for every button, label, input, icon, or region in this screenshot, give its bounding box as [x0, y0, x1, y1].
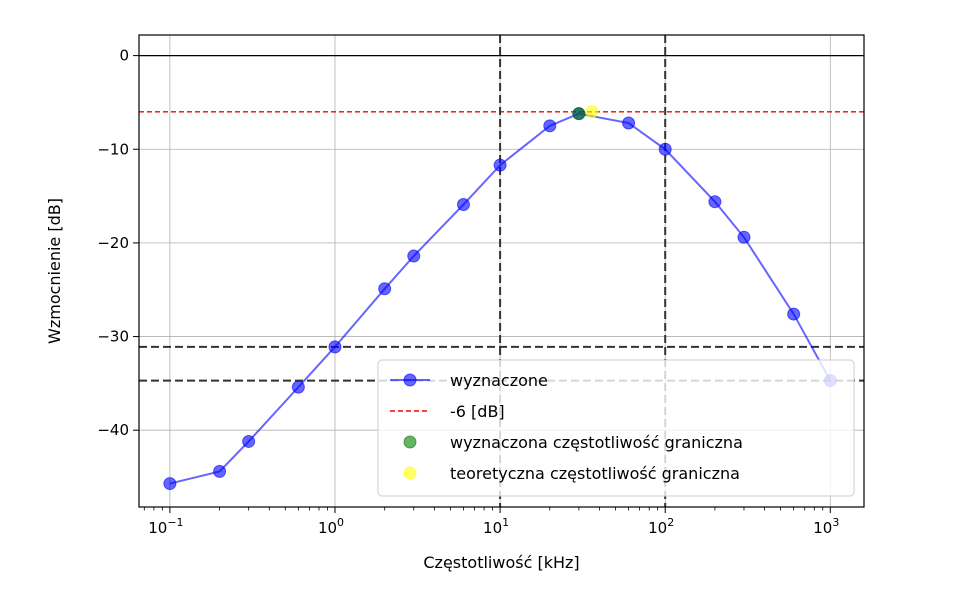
- x-axis-label: Częstotliwość [kHz]: [423, 553, 579, 572]
- legend-box: [377, 359, 855, 497]
- special-point: [572, 107, 586, 121]
- x-tick-label: 100: [318, 516, 344, 537]
- y-tick-label: −20: [97, 234, 129, 252]
- y-tick-label: 0: [119, 47, 129, 65]
- legend-label: -6 [dB]: [450, 402, 505, 421]
- x-tick-label: 102: [648, 516, 674, 537]
- data-point: [242, 434, 256, 448]
- y-tick-label: −30: [97, 328, 129, 346]
- special-point: [585, 105, 599, 119]
- x-tick-label: 10−1: [148, 516, 183, 537]
- legend-label: wyznaczona częstotliwość graniczna: [450, 433, 743, 452]
- special-points-layer: [572, 105, 599, 121]
- data-point: [456, 198, 470, 212]
- legend-marker-swatch: [403, 373, 417, 387]
- data-point: [787, 307, 801, 321]
- data-point: [213, 464, 227, 478]
- data-point: [708, 195, 722, 209]
- legend-label: wyznaczone: [450, 371, 548, 390]
- y-axis-label: Wzmocnienie [dB]: [45, 198, 64, 344]
- data-point: [291, 380, 305, 394]
- data-point: [622, 116, 636, 130]
- data-point: [658, 142, 672, 156]
- legend-marker-swatch: [403, 435, 417, 449]
- data-point: [328, 340, 342, 354]
- y-tick-label: −10: [97, 140, 129, 158]
- y-tick-label: −40: [97, 421, 129, 439]
- legend: wyznaczone -6 [dB] wyznaczona częstotliwoś…: [377, 359, 855, 497]
- legend-marker-swatch: [403, 466, 417, 480]
- data-point: [737, 230, 751, 244]
- data-point: [543, 119, 557, 133]
- x-tick-label: 103: [813, 516, 839, 537]
- data-point: [407, 249, 421, 263]
- data-point: [378, 282, 392, 296]
- legend-label: teoretyczna częstotliwość graniczna: [450, 464, 740, 483]
- x-tick-label: 101: [483, 516, 509, 537]
- data-point: [163, 477, 177, 491]
- data-point: [493, 158, 507, 172]
- plot-frame: [138, 34, 865, 508]
- tick-layer: 10−1 100 101 102 103 0 −10 −20 −30 −40: [97, 47, 839, 537]
